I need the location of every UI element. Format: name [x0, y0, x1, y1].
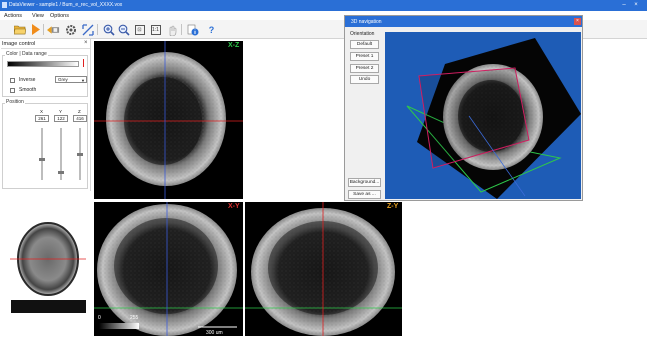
help-icon[interactable]: ? — [208, 24, 215, 35]
slider-x[interactable] — [41, 128, 43, 180]
back-forward-icon[interactable] — [47, 23, 60, 36]
range-max-label: 255 — [130, 315, 139, 321]
toolbar-separator — [181, 24, 182, 35]
minimize-button[interactable]: – — [622, 2, 626, 8]
nav3d-render-image — [406, 38, 581, 199]
view-zy[interactable]: Z-Y — [245, 202, 402, 336]
fit-icon[interactable] — [81, 23, 94, 36]
menu-options[interactable]: Options — [50, 13, 69, 19]
color-range-bar[interactable] — [7, 61, 79, 67]
fit-window-glyph: ⊡ — [134, 24, 145, 35]
nav3d-close-icon[interactable]: × — [574, 18, 581, 25]
menu-bar: Actions View Options — [0, 11, 647, 20]
scale-bar-label: 300 um — [206, 330, 223, 336]
view-xy-label: X-Y — [228, 203, 240, 210]
inverse-checkbox[interactable] — [10, 78, 15, 83]
nav3d-dialog: 3D navigation × Orientation Default Pres… — [344, 15, 583, 201]
toolbar-separator — [43, 24, 44, 35]
slider-y-thumb[interactable] — [58, 170, 64, 174]
axis-y-label: Y — [59, 109, 63, 114]
zoom-out-icon[interactable] — [117, 23, 130, 36]
range-marker[interactable] — [83, 59, 84, 67]
close-button[interactable]: × — [634, 2, 638, 8]
fit-window-icon[interactable]: ⊡ — [133, 23, 146, 36]
slider-z-thumb[interactable] — [77, 152, 83, 156]
thumbnail-status-bar — [11, 300, 86, 313]
nav3d-title: 3D navigation — [351, 19, 382, 25]
view-zy-label: Z-Y — [387, 203, 399, 210]
nav3d-title-bar[interactable]: 3D navigation — [345, 16, 582, 27]
save-as-button[interactable]: Save as ... — [348, 190, 381, 199]
smooth-checkbox[interactable] — [10, 88, 15, 93]
menu-actions[interactable]: Actions — [4, 13, 23, 19]
window-title: DataViewer - sample1 / Bum_e_rec_vol_XXX… — [9, 2, 123, 8]
toolbar-separator — [97, 24, 98, 35]
preset2-button[interactable]: Preset 2 — [350, 64, 379, 73]
divider — [1, 48, 90, 49]
menu-view[interactable]: View — [32, 13, 44, 19]
orientation-label: Orientation — [350, 31, 375, 37]
zy-slice-image — [245, 202, 402, 336]
default-button[interactable]: Default — [350, 40, 379, 49]
gear-icon[interactable] — [64, 23, 77, 36]
info-icon[interactable] — [186, 23, 199, 36]
view-xz[interactable]: X-Z — [94, 41, 243, 199]
position-group-label: Position — [5, 99, 25, 105]
colormap-select[interactable]: Grey ▼ — [55, 76, 87, 83]
xy-slice-image — [94, 202, 243, 336]
play-icon[interactable] — [29, 23, 42, 36]
actual-size-icon[interactable]: 1:1 — [149, 23, 162, 36]
panel-close-icon[interactable]: × — [84, 40, 88, 46]
nav3d-render-view[interactable] — [385, 32, 581, 199]
zoom-in-icon[interactable] — [102, 23, 115, 36]
title-bar: DataViewer - sample1 / Bum_e_rec_vol_XXX… — [0, 0, 647, 11]
inverse-label: Inverse — [19, 77, 36, 83]
view-xy[interactable]: X-Y 0 255 300 um — [94, 202, 243, 336]
position-z-input[interactable]: 416 — [73, 115, 87, 122]
color-group-label: Color | Data range — [5, 51, 48, 57]
position-y-input[interactable]: 122 — [54, 115, 68, 122]
colormap-value: Grey — [58, 77, 68, 82]
undo-button[interactable]: Undo — [350, 75, 379, 84]
axis-x-label: X — [40, 109, 44, 114]
thumbnail-preview[interactable] — [10, 215, 86, 299]
hand-icon[interactable] — [165, 23, 178, 36]
axis-z-label: Z — [78, 109, 81, 114]
chevron-down-icon: ▼ — [81, 78, 85, 83]
preset1-button[interactable]: Preset 1 — [350, 52, 379, 61]
slider-x-thumb[interactable] — [39, 157, 45, 161]
background-button[interactable]: Background... — [348, 178, 381, 187]
view-xz-label: X-Z — [228, 42, 240, 49]
actual-size-glyph: 1:1 — [150, 24, 161, 35]
smooth-label: Smooth — [19, 87, 37, 93]
panel-title: Image control — [2, 41, 36, 47]
xz-slice-image — [94, 41, 243, 199]
range-min-label: 0 — [98, 315, 101, 321]
open-folder-icon[interactable] — [13, 23, 26, 36]
position-x-input[interactable]: 261 — [35, 115, 49, 122]
app-icon — [2, 2, 7, 8]
position-group — [2, 103, 88, 189]
slider-y[interactable] — [60, 128, 62, 180]
